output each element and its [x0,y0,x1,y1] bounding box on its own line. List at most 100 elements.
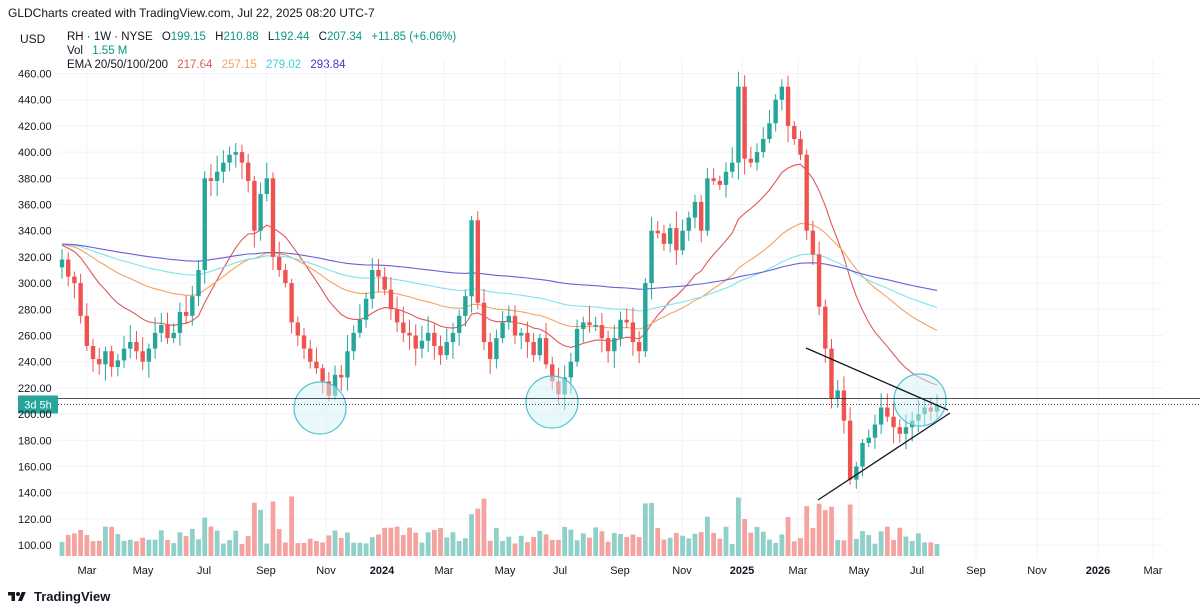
x-tick-label: May [133,565,154,577]
candle-body [872,424,878,438]
volume-bar [934,543,940,556]
volume-bar [425,532,431,556]
candle-body [456,315,462,333]
chart-credit: GLDCharts created with TradingView.com, … [8,6,375,20]
candle-body [401,322,406,333]
candle-body [450,332,456,343]
volume-bar [59,541,65,556]
candle-body [723,171,729,185]
legend-volume-row[interactable]: Vol 1.55 M [67,45,133,57]
volume-bar [574,540,580,556]
volume-bar [754,526,760,556]
candle-body [624,319,629,323]
volume-bar [736,497,741,556]
support-circle [293,381,347,435]
candle-body [196,270,201,297]
x-tick-label: Jul [553,565,567,577]
candle-body [289,283,294,323]
candle-body [550,364,555,382]
x-tick-label: Mar [435,565,454,577]
volume-bar [276,529,282,556]
price-axis[interactable]: 100.00 120.00 140.00 160.00 180.00 200.00 220.… [18,69,52,553]
candle-body [841,390,847,421]
candle-body [730,162,735,172]
y-tick-label: 360.00 [18,200,52,212]
volume-bar [450,532,456,556]
volume-bar [909,540,915,556]
volume-bar [493,527,499,556]
candle-body [432,332,437,346]
candle-body [481,302,487,343]
volume-bar [915,533,921,556]
volume-bar [816,503,822,556]
tradingview-footer[interactable]: TradingView [6,589,110,604]
volume-bar [853,538,859,556]
candle-body [736,86,741,163]
candle-body [376,270,381,277]
volume-bar [419,542,425,556]
candle-body [711,178,716,181]
volume-bar [884,526,890,556]
volume-bars [59,496,940,556]
candle-body [605,338,611,352]
candle-body [835,390,840,399]
time-axis[interactable]: Mar May Jul Sep Nov 2024 Mar May Jul Sep Nov 2025 Ma… [78,565,1163,577]
volume-bar [680,535,685,556]
ema50-line [61,223,938,331]
candle-body [506,315,512,323]
ema-lines [61,163,938,386]
volume-bar [686,538,692,556]
volume-bar [773,542,779,556]
candle-body [239,152,245,163]
volume-bar [798,538,803,556]
triangle-upper-line [805,347,949,411]
candle-body [649,230,654,284]
volume-bar [65,534,71,556]
candle-body [109,351,114,367]
volume-bar [413,532,419,556]
volume-bar [196,539,201,556]
volume-bar [78,529,84,556]
x-tick-label: 2026 [1086,565,1110,577]
y-tick-label: 400.00 [18,147,52,159]
legend-ohlc-row: RH · 1W · NYSE O199.15 H210.88 L192.44 C… [67,31,462,43]
candle-body [276,256,282,270]
volume-bar [90,541,96,556]
candle-body [332,374,338,396]
volume-bar [400,535,406,556]
candle-body [829,348,834,399]
volume-bar [369,537,375,556]
legend-ema-row[interactable]: EMA 20/50/100/200 217.64 257.15 279.02 2… [67,59,352,71]
volume-bar [636,537,642,556]
volume-bar [500,541,506,556]
tradingview-logo-icon [8,591,26,601]
y-tick-label: 200.00 [18,409,52,421]
chart-grid [58,60,1163,558]
ema100-value: 279.02 [266,59,302,71]
volume-bar [376,534,381,556]
y-tick-label: 160.00 [18,462,52,474]
candle-body [270,178,276,257]
x-tick-label: Mar [1144,565,1163,577]
volume-bar [525,542,530,556]
volume-bar [283,542,288,556]
volume-bar [518,535,524,556]
volume-bar [928,542,934,556]
volume-bar [462,538,468,556]
volume-bar [407,527,412,556]
candle-body [674,228,679,251]
ema200-value: 293.84 [310,59,346,71]
candle-body [792,125,797,139]
candle-body [419,340,425,349]
x-tick-label: Sep [966,565,986,577]
x-tick-label: 2024 [370,565,395,577]
volume-bar [878,531,884,556]
volume-bar [543,534,549,556]
candle-body [581,322,586,329]
x-tick-label: Mar [78,565,97,577]
volume-bar [717,538,723,556]
x-tick-label: Mar [789,565,808,577]
x-tick-label: 2025 [730,565,754,577]
symbol-label[interactable]: RH · 1W · NYSE [67,31,153,43]
